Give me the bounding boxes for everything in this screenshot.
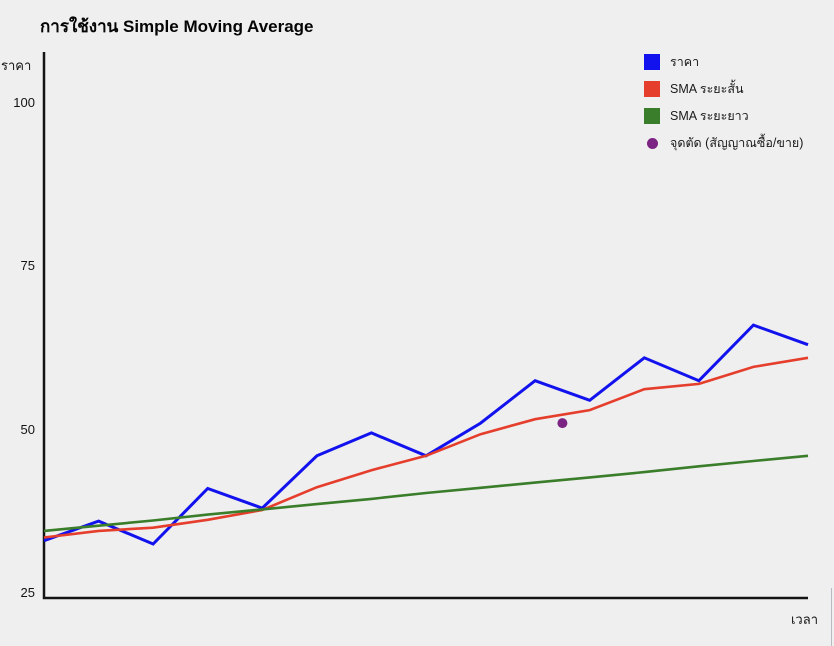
legend-square-swatch bbox=[644, 81, 660, 97]
crossover-dot bbox=[557, 418, 568, 429]
sma-short-line bbox=[43, 356, 809, 539]
legend-item: SMA ระยะสั้น bbox=[644, 81, 803, 97]
chart-title: การใช้งาน Simple Moving Average bbox=[40, 17, 314, 36]
legend-label: ราคา bbox=[670, 55, 700, 69]
right-edge-divider bbox=[831, 588, 832, 646]
legend-label: จุดตัด (สัญญาณซื้อ/ขาย) bbox=[670, 136, 804, 150]
y-tick-label: 100 bbox=[13, 95, 35, 110]
y-tick-label: 50 bbox=[20, 421, 35, 437]
legend-square-swatch bbox=[644, 54, 660, 70]
legend-label: SMA ระยะสั้น bbox=[670, 82, 744, 96]
legend-square-swatch bbox=[644, 108, 660, 124]
y-tick-label: 25 bbox=[20, 585, 35, 600]
price-line bbox=[43, 323, 809, 546]
legend-label: SMA ระยะยาว bbox=[670, 109, 749, 123]
legend-item: ราคา bbox=[644, 54, 803, 70]
x-axis-label: เวลา bbox=[790, 612, 818, 627]
sma-long-line bbox=[43, 454, 809, 533]
y-axis-label: ราคา bbox=[1, 58, 32, 73]
legend-dot-swatch bbox=[644, 135, 660, 151]
chart-legend: ราคา SMA ระยะสั้น SMA ระยะยาวจุดตัด (สัญญา… bbox=[644, 54, 803, 162]
y-tick-label: 75 bbox=[20, 258, 35, 274]
axis-lines bbox=[42, 52, 808, 600]
legend-item: SMA ระยะยาว bbox=[644, 108, 803, 124]
legend-item: จุดตัด (สัญญาณซื้อ/ขาย) bbox=[644, 135, 803, 151]
